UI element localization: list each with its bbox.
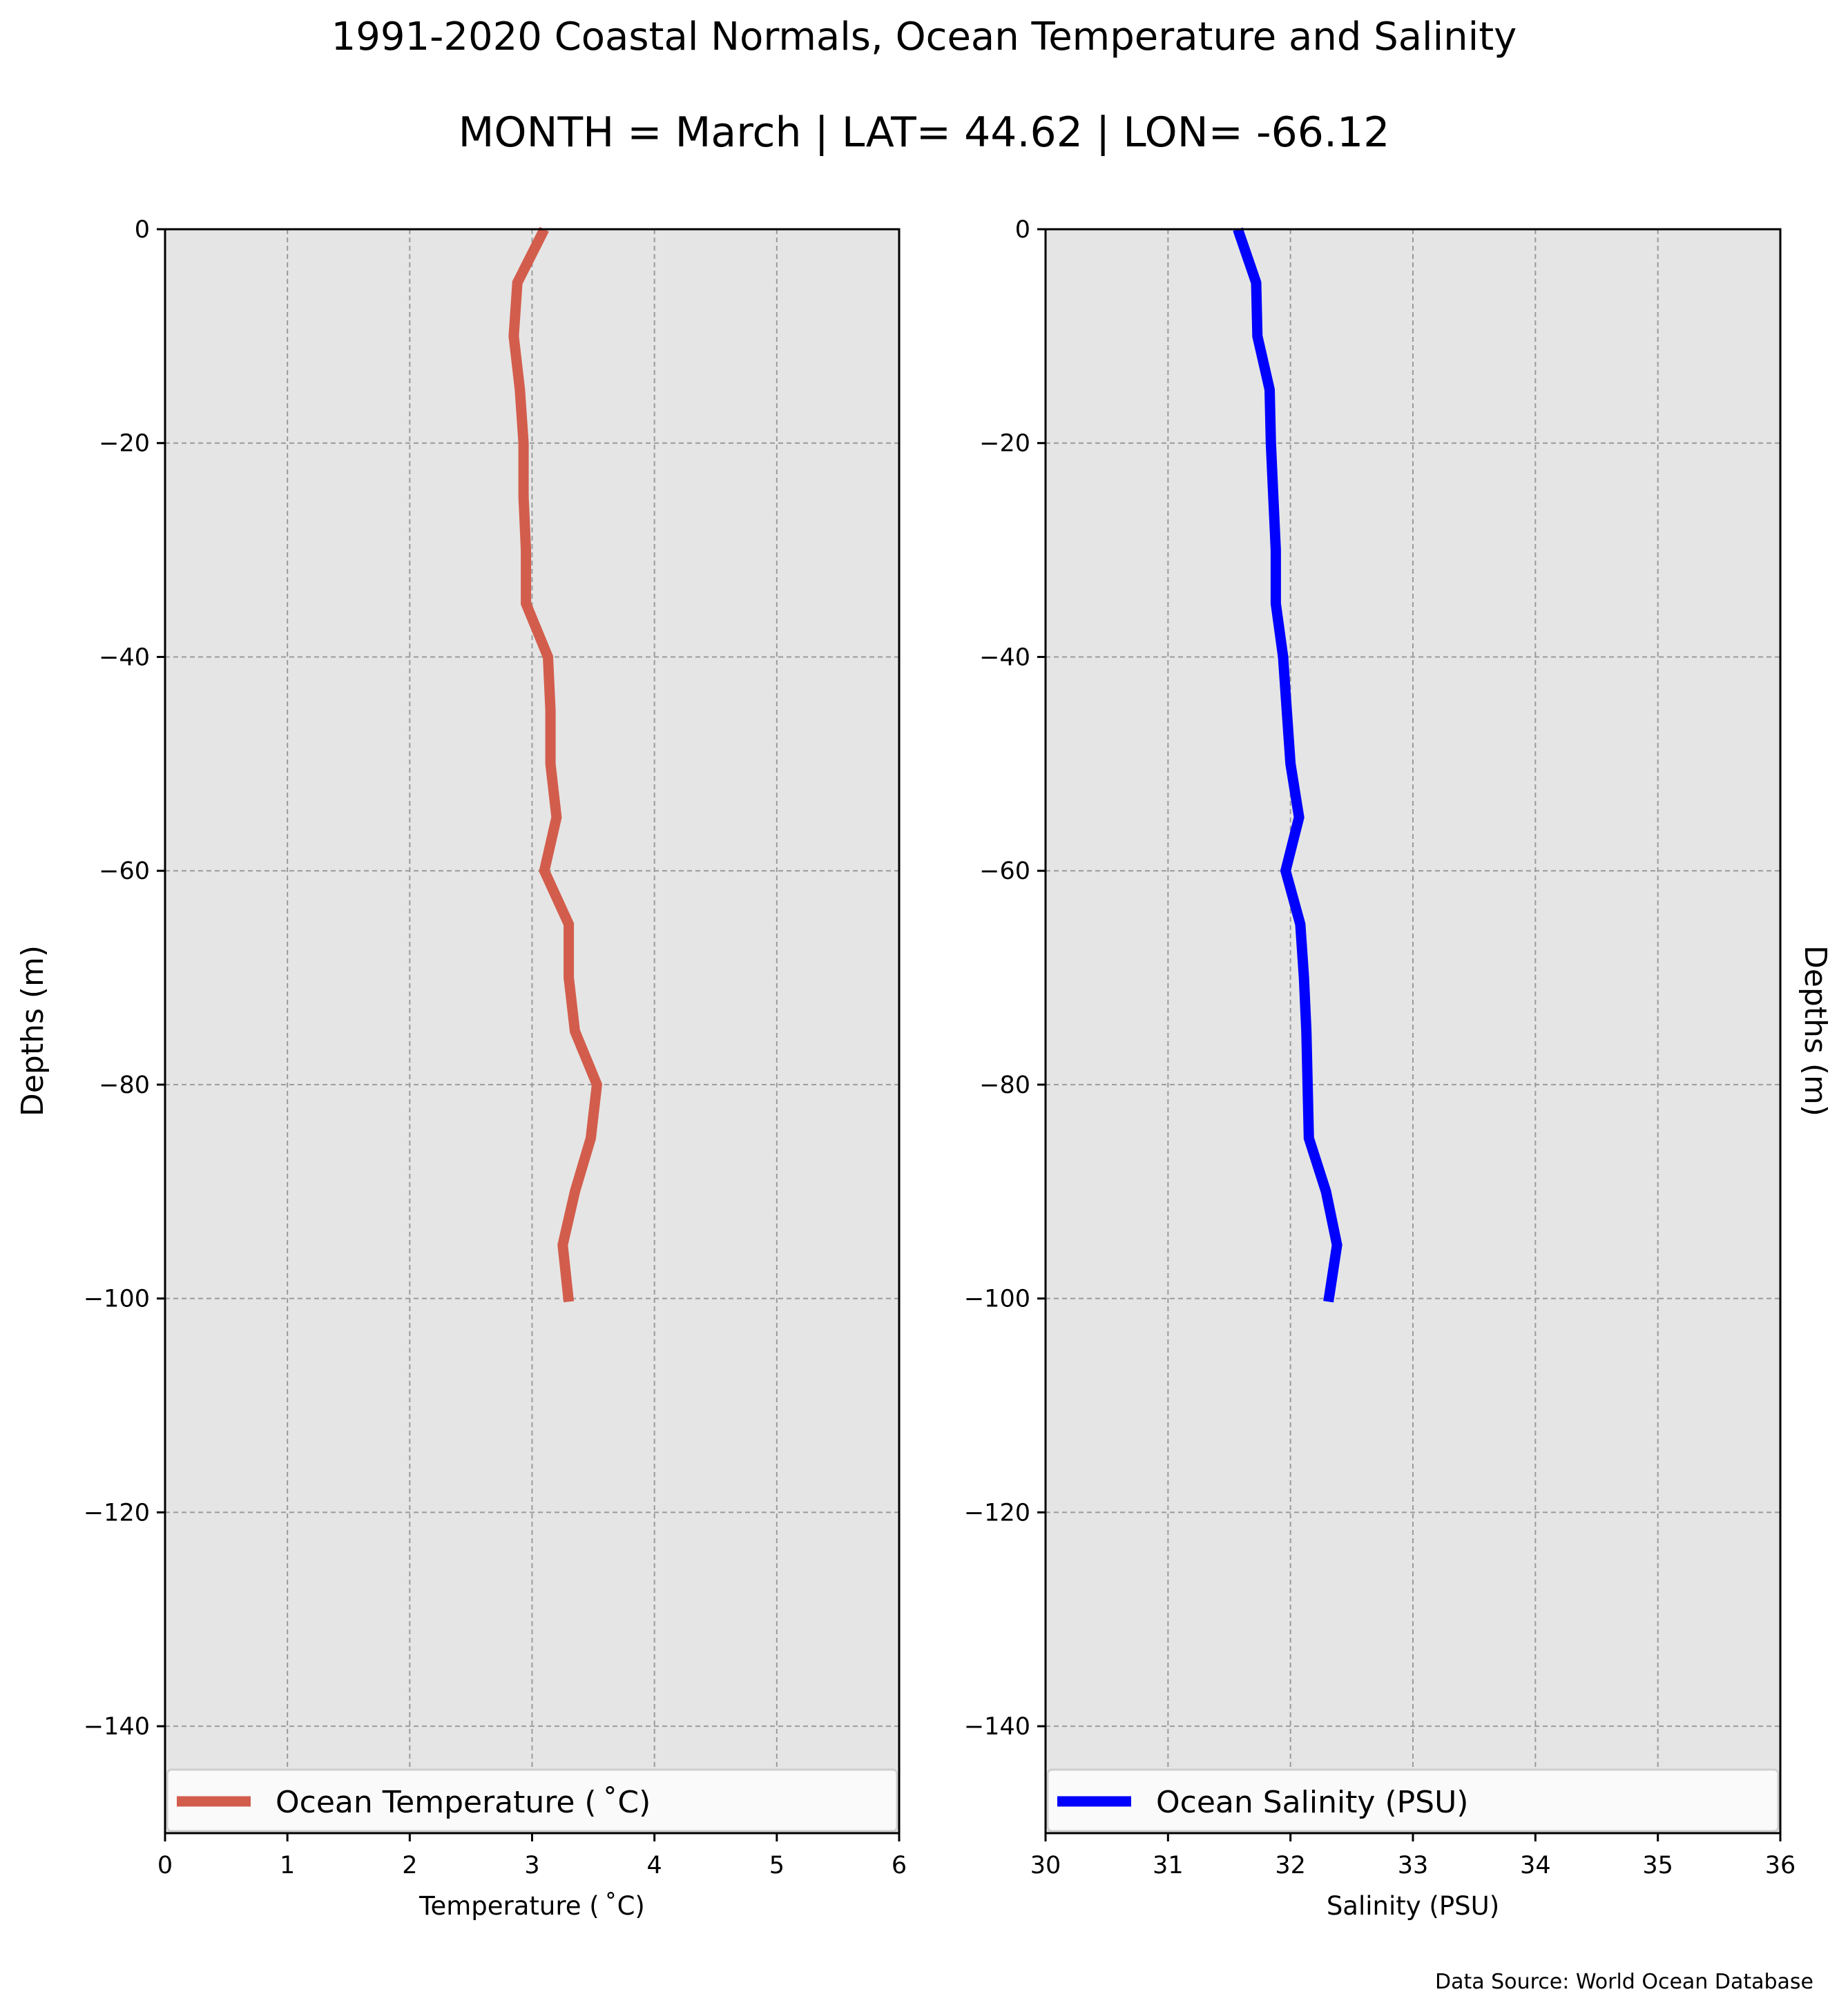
y-tick-label: −60 bbox=[99, 858, 150, 885]
y-tick-label: −40 bbox=[99, 644, 150, 671]
x-axis-label: Temperature ( ˚C) bbox=[418, 1891, 645, 1921]
y-tick-label: −120 bbox=[964, 1499, 1030, 1527]
panels: Ocean Temperature ( ˚C)0 1 2 3 4 5 60−20−40−60… bbox=[15, 216, 1833, 1921]
x-tick-label: 4 bbox=[647, 1852, 662, 1879]
legend: Ocean Salinity (PSU) bbox=[1046, 1768, 1780, 1832]
chart-title: 1991-2020 Coastal Normals, Ocean Tempera… bbox=[331, 14, 1517, 59]
x-tick-label: 2 bbox=[402, 1852, 417, 1879]
legend-box bbox=[1046, 1768, 1780, 1832]
x-tick-label: 3 bbox=[524, 1852, 539, 1879]
legend: Ocean Temperature ( ˚C) bbox=[166, 1768, 898, 1832]
y-tick-label: −40 bbox=[979, 644, 1030, 671]
data-source-note: Data Source: World Ocean Database bbox=[1435, 1970, 1813, 1994]
y-tick-label: −140 bbox=[964, 1713, 1030, 1741]
y-axis-label: Depths (m) bbox=[15, 945, 50, 1116]
x-tick-label: 6 bbox=[892, 1852, 907, 1879]
x-tick-label: 35 bbox=[1642, 1852, 1673, 1879]
y-tick-label: 0 bbox=[135, 216, 150, 244]
y-tick-label: −120 bbox=[84, 1499, 150, 1527]
x-tick-label: 33 bbox=[1398, 1852, 1429, 1879]
y-tick-label: −140 bbox=[84, 1713, 150, 1741]
y-tick-label: −20 bbox=[979, 430, 1030, 458]
legend-box bbox=[166, 1768, 898, 1832]
y-tick-label: −60 bbox=[979, 858, 1030, 885]
x-tick-label: 30 bbox=[1030, 1852, 1061, 1879]
x-tick-label: 31 bbox=[1153, 1852, 1184, 1879]
panel-2: Ocean Salinity (PSU) 30 31 32 33 34 35 36 0 −20 −4… bbox=[964, 216, 1833, 1921]
x-axis-label: Salinity (PSU) bbox=[1327, 1891, 1499, 1921]
y-tick-label: −100 bbox=[964, 1286, 1030, 1313]
x-tick-label: 0 bbox=[157, 1852, 173, 1879]
series-line-1 bbox=[508, 226, 603, 1303]
panel-1: Ocean Temperature ( ˚C) 0 1 2 3 4 5 6 0 −20 −40 −60… bbox=[15, 216, 907, 1921]
x-tick-label: 32 bbox=[1275, 1852, 1306, 1879]
legend-label: Ocean Temperature ( ˚C) bbox=[276, 1785, 651, 1820]
y-tick-label: −20 bbox=[99, 430, 150, 458]
chart-subtitle: MONTH = March | LAT= 44.62 | LON= -66.12 bbox=[459, 108, 1390, 157]
x-tick-label: 5 bbox=[769, 1852, 785, 1879]
legend-label: Ocean Salinity (PSU) bbox=[1156, 1785, 1468, 1820]
x-tick-label: 34 bbox=[1520, 1852, 1551, 1879]
x-tick-label: 36 bbox=[1765, 1852, 1796, 1879]
y-axis-label: Depths (m) bbox=[1798, 945, 1833, 1116]
x-tick-label: 1 bbox=[280, 1852, 295, 1879]
y-tick-label: −80 bbox=[99, 1072, 150, 1099]
y-tick-label: −80 bbox=[979, 1072, 1030, 1099]
y-tick-label: −100 bbox=[84, 1286, 150, 1313]
series-line-1 bbox=[1233, 227, 1342, 1303]
y-tick-label: 0 bbox=[1015, 216, 1030, 244]
